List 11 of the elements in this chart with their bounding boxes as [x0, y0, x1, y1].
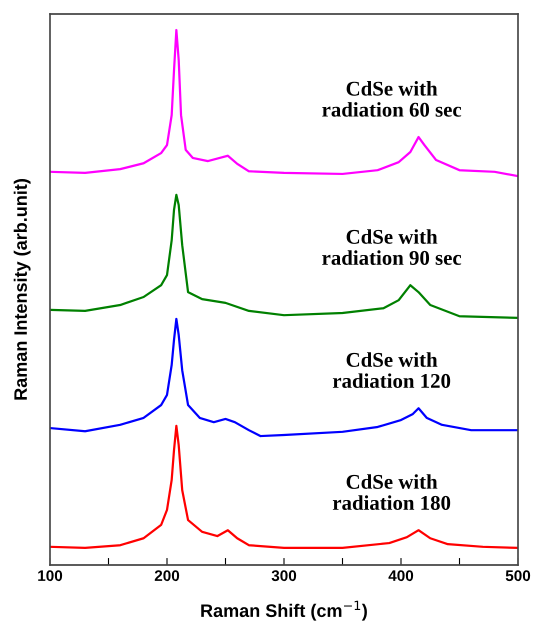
- x-tick-label: 400: [388, 570, 414, 582]
- x-tick-label: 300: [272, 570, 296, 582]
- x-axis-title: Raman Shift (cm$^{−1}$): [201, 600, 367, 621]
- x-tick-label: 500: [506, 570, 530, 582]
- series-label: CdSe with radiation 180: [332, 474, 450, 510]
- x-tick-label: 200: [154, 570, 180, 582]
- text: CdSe with radiation 60 sec: [322, 81, 462, 117]
- x-tick-label: 100: [38, 570, 62, 582]
- y-axis-title: Raman Intensity (arb.unit): [14, 179, 31, 400]
- text: CdSe with radiation 90 sec: [322, 229, 462, 265]
- series-label: CdSe with radiation 120: [332, 352, 450, 388]
